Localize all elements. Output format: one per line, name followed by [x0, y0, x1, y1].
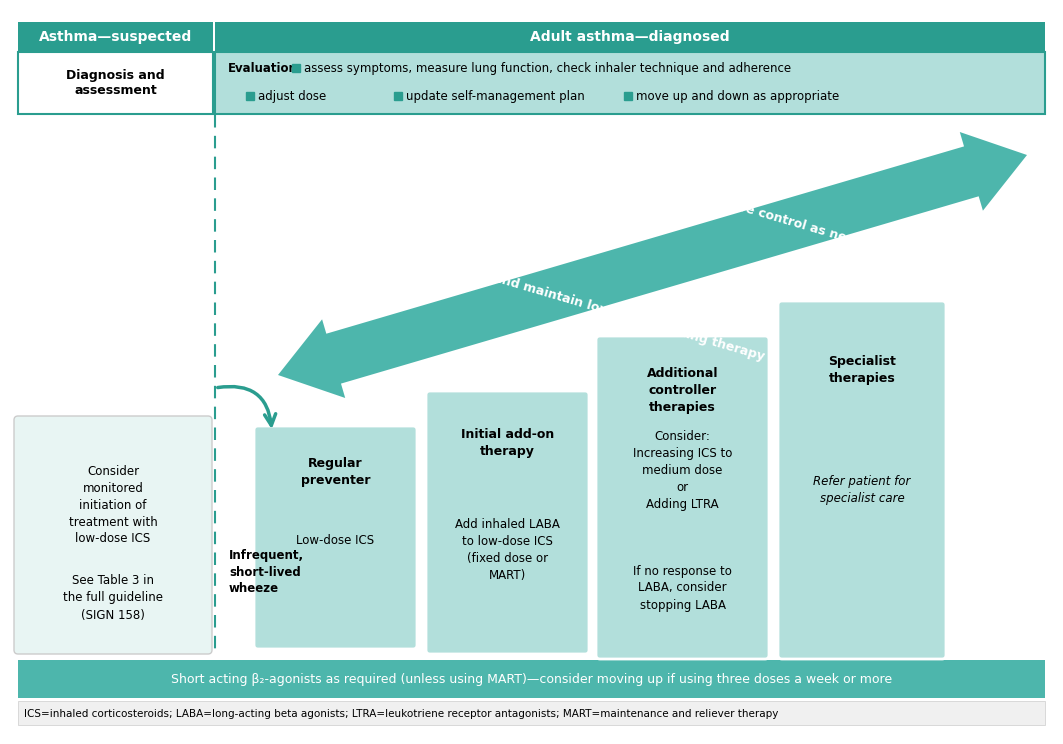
- FancyBboxPatch shape: [18, 660, 1045, 698]
- Text: Additional
controller
therapies: Additional controller therapies: [646, 367, 719, 414]
- Text: Asthma—suspected: Asthma—suspected: [39, 30, 192, 44]
- Polygon shape: [279, 132, 1027, 398]
- Text: Low-dose ICS: Low-dose ICS: [297, 533, 374, 547]
- FancyBboxPatch shape: [18, 701, 1045, 725]
- FancyBboxPatch shape: [14, 416, 212, 654]
- Text: Adult asthma—diagnosed: Adult asthma—diagnosed: [530, 30, 730, 44]
- Text: Consider
monitored
initiation of
treatment with
low-dose ICS: Consider monitored initiation of treatme…: [69, 464, 157, 545]
- Text: Refer patient for
specialist care: Refer patient for specialist care: [813, 475, 911, 505]
- Text: Short acting β₂-agonists as required (unless using MART)—consider moving up if u: Short acting β₂-agonists as required (un…: [171, 673, 892, 685]
- Text: Consider:
Increasing ICS to
medium dose
or
Adding LTRA: Consider: Increasing ICS to medium dose …: [632, 429, 732, 510]
- FancyBboxPatch shape: [18, 52, 213, 114]
- Text: assess symptoms, measure lung function, check inhaler technique and adherence: assess symptoms, measure lung function, …: [304, 62, 791, 74]
- Text: Move up to improve control as needed: Move up to improve control as needed: [619, 166, 881, 254]
- FancyBboxPatch shape: [215, 52, 1045, 114]
- Text: See Table 3 in
the full guideline
(SIGN 158): See Table 3 in the full guideline (SIGN …: [63, 574, 163, 621]
- FancyBboxPatch shape: [18, 22, 213, 52]
- FancyBboxPatch shape: [215, 22, 1045, 52]
- Text: Specialist
therapies: Specialist therapies: [828, 355, 896, 385]
- Text: Add inhaled LABA
to low-dose ICS
(fixed dose or
MART): Add inhaled LABA to low-dose ICS (fixed …: [455, 518, 560, 582]
- Text: Initial add-on
therapy: Initial add-on therapy: [461, 428, 554, 458]
- Text: ICS=inhaled corticosteroids; LABA=long-acting beta agonists; LTRA=leukotriene re: ICS=inhaled corticosteroids; LABA=long-a…: [24, 709, 778, 719]
- FancyBboxPatch shape: [778, 301, 946, 659]
- Text: update self-management plan: update self-management plan: [406, 89, 585, 103]
- Text: Infrequent,
short-lived
wheeze: Infrequent, short-lived wheeze: [229, 550, 304, 594]
- Text: Move down to find and maintain lowest controlling therapy: Move down to find and maintain lowest co…: [364, 233, 766, 363]
- Text: Regular
preventer: Regular preventer: [301, 457, 370, 487]
- FancyBboxPatch shape: [596, 336, 769, 659]
- FancyBboxPatch shape: [426, 391, 589, 654]
- Text: adjust dose: adjust dose: [258, 89, 326, 103]
- Text: Evaluation:: Evaluation:: [227, 62, 303, 74]
- FancyBboxPatch shape: [254, 426, 417, 649]
- Text: move up and down as appropriate: move up and down as appropriate: [636, 89, 840, 103]
- Text: If no response to
LABA, consider
stopping LABA: If no response to LABA, consider stoppin…: [634, 565, 732, 612]
- Text: Diagnosis and
assessment: Diagnosis and assessment: [66, 69, 165, 97]
